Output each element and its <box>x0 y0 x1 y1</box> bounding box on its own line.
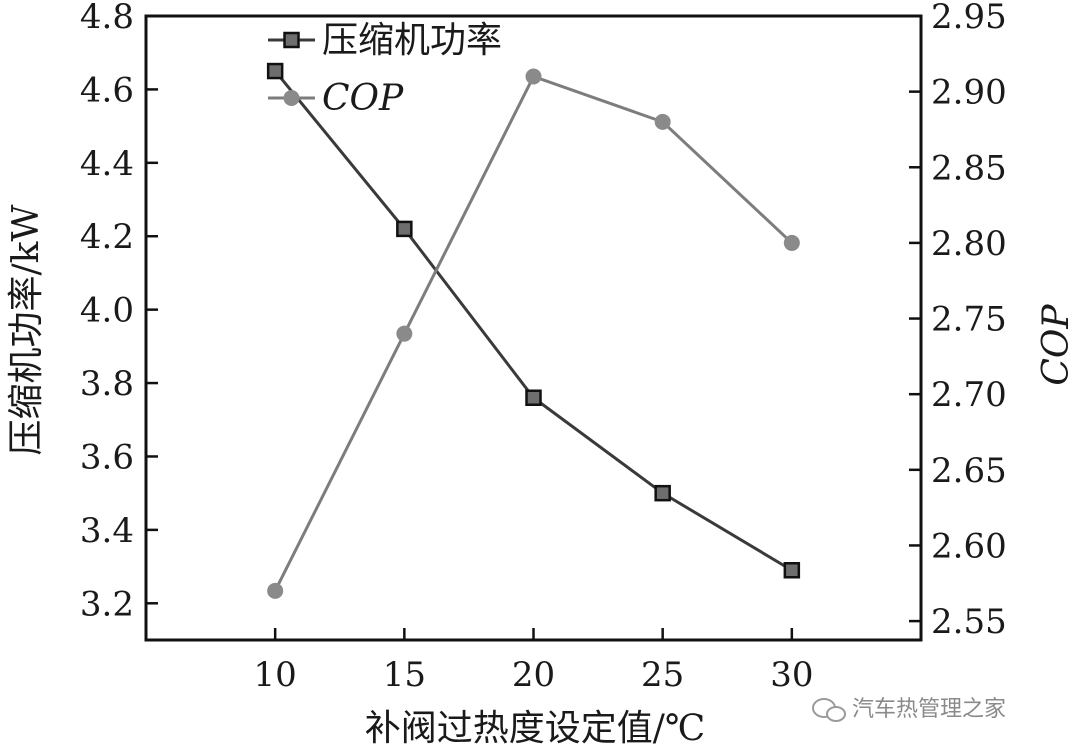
cop-point <box>783 234 800 251</box>
series-layer <box>266 62 801 599</box>
left-tick-label: 3.2 <box>80 584 134 624</box>
left-tick-label: 3.8 <box>80 364 134 404</box>
watermark: 汽车热管理之家 <box>812 697 1006 722</box>
compressor-power-point <box>266 62 284 80</box>
x-tick-label: 15 <box>383 655 426 695</box>
compressor-power-point <box>783 562 801 579</box>
right-tick-label: 2.70 <box>931 375 1007 415</box>
right-tick-label: 2.75 <box>931 300 1007 340</box>
left-axis-title: 压缩机功率/kW <box>6 205 47 456</box>
left-axis-ticks: 3.2 3.4 3.6 3.8 4.0 4.2 4.4 4.6 4.8 <box>80 0 158 624</box>
left-tick-label: 4.0 <box>80 291 134 331</box>
right-tick-label: 2.65 <box>931 451 1007 491</box>
x-tick-label: 30 <box>770 655 813 695</box>
right-tick-label: 2.80 <box>931 224 1007 264</box>
series-line-cop <box>273 74 793 592</box>
x-tick-label: 25 <box>641 655 684 695</box>
cop-point <box>525 68 542 85</box>
right-axis-ticks: 2.55 2.60 2.65 2.70 2.75 2.80 2.85 2.90 2.95 <box>909 0 1007 642</box>
left-tick-label: 4.6 <box>80 70 134 110</box>
cop-point <box>396 325 413 342</box>
cop-point <box>267 582 284 599</box>
compressor-power-point <box>654 484 671 502</box>
compressor-power-point <box>396 220 413 238</box>
x-axis-ticks: 10 15 20 25 30 <box>254 628 813 695</box>
right-tick-label: 2.85 <box>931 148 1007 188</box>
watermark-text: 汽车热管理之家 <box>852 697 1006 722</box>
left-tick-label: 4.2 <box>80 217 134 257</box>
left-tick-label: 3.6 <box>80 437 134 477</box>
right-axis-title: COP <box>1036 304 1077 386</box>
right-tick-label: 2.55 <box>931 602 1007 642</box>
legend-square-marker <box>283 31 300 49</box>
right-tick-label: 2.60 <box>931 526 1007 566</box>
legend-label: 压缩机功率 <box>322 20 502 61</box>
cop-point <box>654 113 671 130</box>
x-tick-label: 20 <box>512 655 555 695</box>
plot-frame <box>144 14 923 642</box>
right-tick-label: 2.90 <box>931 73 1007 113</box>
x-tick-label: 10 <box>254 655 297 695</box>
x-axis-title: 补阀过热度设定值/℃ <box>365 708 705 749</box>
wechat-icon <box>812 698 846 722</box>
left-tick-label: 4.4 <box>80 144 134 184</box>
left-tick-label: 3.4 <box>80 511 134 551</box>
right-tick-label: 2.95 <box>931 0 1007 37</box>
legend: 压缩机功率 COP <box>268 20 502 119</box>
series-line-compressor-power <box>274 70 793 572</box>
compressor-power-point <box>525 389 542 406</box>
legend-label: COP <box>322 78 404 119</box>
legend-circle-marker <box>283 90 300 106</box>
left-tick-label: 4.8 <box>80 0 134 37</box>
plot-border <box>144 14 923 642</box>
